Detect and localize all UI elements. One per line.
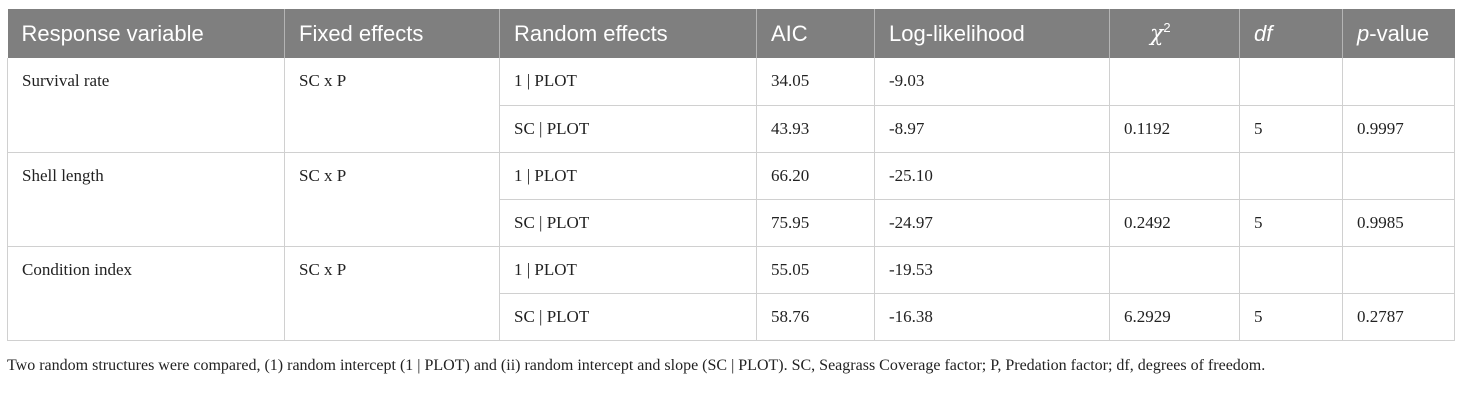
loglik-cell: -8.97 xyxy=(874,105,1110,153)
chi2-cell: 0.1192 xyxy=(1109,105,1240,153)
loglik-cell: -16.38 xyxy=(874,293,1110,341)
response-cell: Survival rate xyxy=(7,58,285,153)
header-df: df xyxy=(1239,9,1343,58)
p-value-cell xyxy=(1342,246,1455,294)
header-log-likelihood: Log-likelihood xyxy=(874,9,1110,58)
loglik-cell: -24.97 xyxy=(874,199,1110,247)
p-value-cell: 0.9985 xyxy=(1342,199,1455,247)
chi2-cell xyxy=(1109,152,1240,200)
table-row: Shell length SC x P 1 | PLOT 66.20 -25.1… xyxy=(7,152,1455,247)
table-row: Condition index SC x P 1 | PLOT 55.05 -1… xyxy=(7,246,1455,341)
random-effects-cell: SC | PLOT xyxy=(499,293,757,341)
model-comparison-table: Response variable Fixed effects Random e… xyxy=(7,9,1455,341)
table-row: SC | PLOT 58.76 -16.38 6.2929 5 0.2787 xyxy=(8,293,1455,341)
header-random-effects: Random effects xyxy=(499,9,757,58)
loglik-cell: -9.03 xyxy=(874,58,1110,106)
chi2-cell: 0.2492 xyxy=(1109,199,1240,247)
fixed-effects-cell: SC x P xyxy=(284,58,500,153)
p-value-cell xyxy=(1342,58,1455,106)
table-container: Response variable Fixed effects Random e… xyxy=(7,9,1455,341)
response-cell: Condition index xyxy=(7,246,285,341)
loglik-cell: -25.10 xyxy=(874,152,1110,200)
chi2-cell xyxy=(1109,58,1240,106)
chi2-cell xyxy=(1109,246,1240,294)
p-rest: -value xyxy=(1369,20,1430,46)
chi-superscript: 2 xyxy=(1163,20,1171,36)
random-effects-cell: SC | PLOT xyxy=(499,199,757,247)
df-cell xyxy=(1239,246,1343,294)
loglik-cell: -19.53 xyxy=(874,246,1110,294)
header-aic: AIC xyxy=(756,9,875,58)
aic-cell: 66.20 xyxy=(756,152,875,200)
random-effects-cell: 1 | PLOT xyxy=(499,152,757,200)
p-value-cell: 0.9997 xyxy=(1342,105,1455,153)
table-row: SC | PLOT 43.93 -8.97 0.1192 5 0.9997 xyxy=(8,105,1455,153)
aic-cell: 58.76 xyxy=(756,293,875,341)
aic-cell: 55.05 xyxy=(756,246,875,294)
header-row: Response variable Fixed effects Random e… xyxy=(7,9,1455,58)
header-chi-squared: χ2 xyxy=(1109,9,1240,58)
header-p-value: p-value xyxy=(1342,9,1455,58)
table-row: Survival rate SC x P 1 | PLOT 34.05 -9.0… xyxy=(7,58,1455,153)
aic-cell: 43.93 xyxy=(756,105,875,153)
df-cell: 5 xyxy=(1239,105,1343,153)
df-label: df xyxy=(1254,20,1273,46)
table-row: SC | PLOT 75.95 -24.97 0.2492 5 0.9985 xyxy=(8,199,1455,247)
aic-cell: 75.95 xyxy=(756,199,875,247)
header-fixed-effects: Fixed effects xyxy=(284,9,500,58)
df-cell xyxy=(1239,58,1343,106)
fixed-effects-cell: SC x P xyxy=(284,246,500,341)
header-response-variable: Response variable xyxy=(7,9,285,58)
df-cell xyxy=(1239,152,1343,200)
chi2-cell: 6.2929 xyxy=(1109,293,1240,341)
chi-symbol: χ xyxy=(1150,21,1164,47)
random-effects-cell: 1 | PLOT xyxy=(499,58,757,106)
p-value-cell: 0.2787 xyxy=(1342,293,1455,341)
table-footnote: Two random structures were compared, (1)… xyxy=(7,357,1266,374)
p-italic: p xyxy=(1357,20,1370,46)
df-cell: 5 xyxy=(1239,293,1343,341)
random-effects-cell: 1 | PLOT xyxy=(499,246,757,294)
df-cell: 5 xyxy=(1239,199,1343,247)
p-value-cell xyxy=(1342,152,1455,200)
random-effects-cell: SC | PLOT xyxy=(499,105,757,153)
fixed-effects-cell: SC x P xyxy=(284,152,500,247)
aic-cell: 34.05 xyxy=(756,58,875,106)
response-cell: Shell length xyxy=(7,152,285,247)
